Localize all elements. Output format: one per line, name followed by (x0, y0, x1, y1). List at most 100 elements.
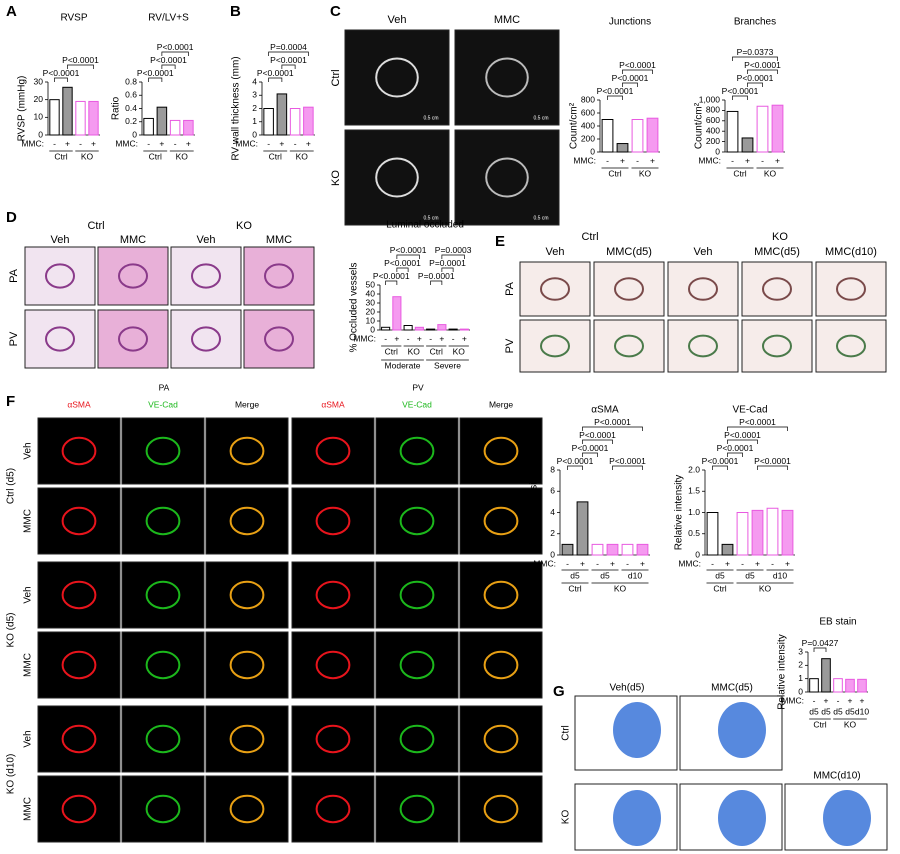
micrograph-feature (118, 263, 148, 289)
micrograph (593, 319, 665, 373)
bar (606, 543, 619, 556)
group-label: KO (81, 151, 94, 161)
x-tick-label: + (650, 155, 655, 165)
panel-label: B (230, 3, 241, 20)
significance-bracket (757, 465, 788, 470)
micrograph (741, 319, 813, 373)
significance-bracket (582, 439, 613, 444)
p-value: P<0.0001 (724, 430, 761, 440)
scale-bar-label: 0.5 cm (423, 115, 438, 121)
bar (392, 296, 402, 331)
y-tick-label: 400 (706, 125, 720, 135)
group-label: KO (639, 168, 652, 178)
bar (646, 117, 659, 153)
y-axis-label: Relative intensity (529, 475, 540, 551)
y-tick-label: 0.6 (125, 90, 137, 100)
group-label: d5 (600, 570, 610, 580)
p-value: P<0.0001 (609, 456, 646, 466)
bar (403, 325, 413, 331)
y-axis-label: Relative intensity (674, 475, 685, 551)
y-axis-label: Count/cm² (569, 102, 580, 149)
y-tick-label: 3 (252, 90, 257, 100)
bar-label: d10 (855, 706, 869, 716)
panel-label: G (553, 683, 565, 700)
row-label: KO (330, 170, 342, 186)
significance-bracket (54, 77, 68, 82)
significance-bracket (607, 95, 623, 100)
bar (845, 678, 855, 693)
y-tick-label: 1.0 (688, 507, 700, 517)
y-tick-label: 0.5 (688, 528, 700, 538)
y-tick-label: 0 (590, 146, 595, 156)
micrograph (243, 309, 315, 369)
micrograph (815, 261, 887, 317)
y-tick-label: 800 (581, 94, 595, 104)
significance-bracket (727, 439, 758, 444)
group-label: Ctrl (54, 151, 67, 161)
bar (591, 543, 604, 556)
p-value: P=0.0001 (418, 271, 455, 281)
micrograph (24, 309, 96, 369)
micrograph (170, 246, 242, 306)
bar (766, 507, 779, 556)
micrograph (170, 309, 242, 369)
micrograph-feature (375, 157, 419, 198)
bar (833, 678, 843, 693)
significance-bracket (148, 77, 163, 82)
column-label: MMC(d10) (825, 246, 877, 258)
y-tick-label: 4 (252, 76, 257, 86)
column-label: MMC (494, 14, 520, 26)
x-tick-label: + (65, 138, 70, 148)
micrograph (291, 705, 375, 773)
significance-bracket (747, 69, 778, 74)
bar-label: d5 (845, 706, 855, 716)
column-label: Veh (546, 246, 565, 258)
bar (183, 119, 194, 136)
micrograph (291, 775, 375, 843)
group-label: PV (412, 382, 424, 392)
group-label: PA (159, 382, 170, 392)
p-value: P<0.0001 (384, 258, 421, 268)
y-tick-label: 1,000 (699, 94, 721, 104)
x-tick-label: + (186, 138, 191, 148)
group-label: Ctrl (713, 583, 726, 593)
x-tick-label: + (775, 155, 780, 165)
micrograph (205, 561, 289, 629)
bar (49, 99, 60, 136)
x-tick-label: - (626, 558, 629, 568)
micrograph-feature (836, 334, 866, 358)
micrograph (454, 129, 560, 226)
y-tick-label: 0 (715, 146, 720, 156)
x-tick-label: - (711, 558, 714, 568)
column-label: MMC (266, 234, 292, 246)
significance-bracket (281, 64, 296, 69)
x-tick-label: - (741, 558, 744, 568)
x-tick-label: - (53, 138, 56, 148)
y-tick-label: 30 (366, 297, 376, 307)
column-label: MMC(d5) (754, 246, 800, 258)
significance-bracket (732, 95, 748, 100)
chart-title: αSMA (591, 405, 619, 416)
micrograph (37, 487, 121, 555)
x-tick-label: + (462, 333, 467, 343)
micrograph-feature (315, 650, 351, 680)
y-tick-label: 200 (581, 133, 595, 143)
group-label: d5 (715, 570, 725, 580)
x-tick-label: - (606, 155, 609, 165)
p-value: P<0.0001 (43, 68, 80, 78)
chart-title: Junctions (609, 17, 651, 28)
x-tick-label: + (439, 333, 444, 343)
p-value: P<0.0001 (270, 55, 307, 65)
y-tick-label: 1 (252, 116, 257, 126)
y-tick-label: 0 (798, 686, 803, 696)
group-label: d5 (745, 570, 755, 580)
x-prefix: MMC: (21, 138, 44, 148)
y-tick-label: 3 (798, 646, 803, 656)
x-tick-label: + (610, 558, 615, 568)
y-tick-label: 600 (581, 107, 595, 117)
column-label: MMC(d5) (606, 246, 652, 258)
significance-bracket (612, 465, 643, 470)
p-value: P<0.0001 (702, 456, 739, 466)
column-label: Veh(d5) (609, 683, 644, 694)
group-label: Severe (434, 360, 461, 370)
